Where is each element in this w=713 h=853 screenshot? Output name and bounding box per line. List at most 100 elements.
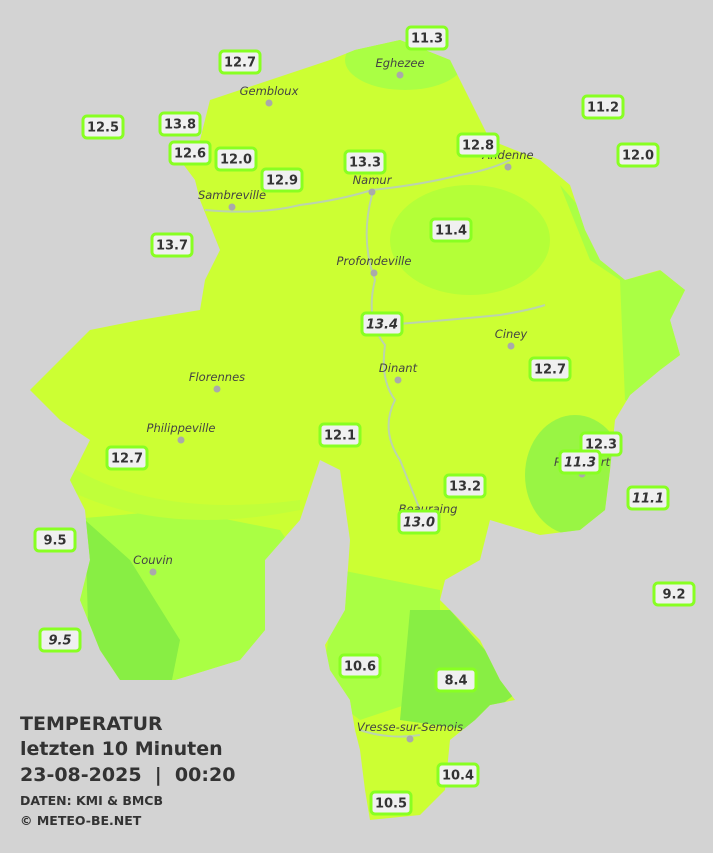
temperature: 9.5 <box>48 634 71 649</box>
label-box <box>150 232 194 258</box>
label-box <box>105 445 149 471</box>
city-dot <box>406 735 414 743</box>
station-label: 13.2 <box>443 473 487 499</box>
station-label: 13.0 <box>397 509 441 535</box>
temperature: 13.2 <box>449 480 481 495</box>
label-box <box>343 149 387 175</box>
city-label: Philippeville <box>147 421 216 435</box>
label-box <box>338 653 382 679</box>
label-box <box>158 111 202 137</box>
city-label: Ciney <box>495 327 528 341</box>
station-label: 9.5 <box>38 627 82 653</box>
label-box <box>652 581 696 607</box>
label-box <box>360 311 404 337</box>
temperature: 12.0 <box>622 149 654 164</box>
city-dot <box>213 385 221 393</box>
temperature: 11.3 <box>564 456 596 471</box>
temperature: 11.2 <box>587 101 619 116</box>
station-label: 13.7 <box>150 232 194 258</box>
label-box <box>456 132 500 158</box>
label-box <box>528 356 572 382</box>
station-label: 10.5 <box>369 790 413 816</box>
label-box <box>436 762 480 788</box>
city-dot <box>265 99 273 107</box>
city-label: Dinant <box>379 361 418 375</box>
label-box <box>558 449 602 475</box>
city-dot <box>228 203 236 211</box>
station-label: 12.5 <box>81 114 125 140</box>
station-label: 12.7 <box>218 49 262 75</box>
label-box <box>81 114 125 140</box>
label-box <box>616 142 660 168</box>
label-box <box>405 25 449 51</box>
temperature: 12.8 <box>462 139 494 154</box>
label-box <box>429 217 473 243</box>
label-box <box>626 485 670 511</box>
temperature: 13.0 <box>403 516 435 531</box>
label-box <box>168 140 212 166</box>
stations: 12.7 11.3 11.2 12.5 13.8 12.8 12.0 12.6 12.0 13.3… <box>33 25 696 816</box>
city-dot <box>394 376 402 384</box>
temperature: 12.7 <box>534 363 566 378</box>
title: TEMPERATUR <box>20 713 163 735</box>
label-box <box>434 667 478 693</box>
station-label: 11.1 <box>626 485 670 511</box>
temperature: 12.7 <box>111 452 143 467</box>
station-label: 13.3 <box>343 149 387 175</box>
city-label: Eghezee <box>375 56 424 70</box>
temperature: 11.1 <box>632 492 664 507</box>
label-box <box>443 473 487 499</box>
temperature: 13.3 <box>349 156 381 171</box>
city-dot <box>370 269 378 277</box>
legend-text: TEMPERATUR letzten 10 Minuten 23-08-2025… <box>20 713 235 828</box>
temperature: 10.4 <box>442 769 474 784</box>
city-label: Sambreville <box>198 188 266 202</box>
station-label: 12.7 <box>105 445 149 471</box>
label-box <box>397 509 441 535</box>
temperature: 12.5 <box>87 121 119 136</box>
station-label: 13.4 <box>360 311 404 337</box>
temperature: 11.3 <box>411 32 443 47</box>
station-label: 11.2 <box>581 94 625 120</box>
city-label: Profondeville <box>337 254 412 268</box>
station-label: 12.6 <box>168 140 212 166</box>
copyright: © METEO-BE.NET <box>20 813 142 828</box>
city-label: Gembloux <box>240 84 299 98</box>
label-box <box>260 167 304 193</box>
temperature: 8.4 <box>444 674 467 689</box>
station-label: 12.1 <box>318 422 362 448</box>
label-box <box>318 422 362 448</box>
station-label: 10.4 <box>436 762 480 788</box>
temperature: 12.1 <box>324 429 356 444</box>
temperature: 13.4 <box>366 318 398 333</box>
temperature: 13.8 <box>164 118 196 133</box>
city-dot <box>504 163 512 171</box>
station-label: 12.0 <box>214 146 258 172</box>
city-dot <box>396 71 404 79</box>
temperature: 12.3 <box>585 438 617 453</box>
temperature: 12.9 <box>266 174 298 189</box>
label-box <box>581 94 625 120</box>
temperature: 12.7 <box>224 56 256 71</box>
city-label: Couvin <box>133 553 173 567</box>
city-dot <box>507 342 515 350</box>
temperature: 12.6 <box>174 147 206 162</box>
temperature: 9.2 <box>662 588 685 603</box>
label-box <box>218 49 262 75</box>
station-label: 12.8 <box>456 132 500 158</box>
station-label: 11.3 <box>405 25 449 51</box>
station-label: 8.4 <box>434 667 478 693</box>
city-dot <box>368 188 376 196</box>
timestamp: 23-08-2025 | 00:20 <box>20 764 235 786</box>
subtitle: letzten 10 Minuten <box>20 738 223 760</box>
temperature: 11.4 <box>435 224 467 239</box>
label-box <box>38 627 82 653</box>
station-label: 13.8 <box>158 111 202 137</box>
label-box <box>33 527 77 553</box>
station-label: 11.3 <box>558 449 602 475</box>
temperature: 10.6 <box>344 660 376 675</box>
station-label: 12.7 <box>528 356 572 382</box>
station-label: 12.0 <box>616 142 660 168</box>
station-label: 12.9 <box>260 167 304 193</box>
